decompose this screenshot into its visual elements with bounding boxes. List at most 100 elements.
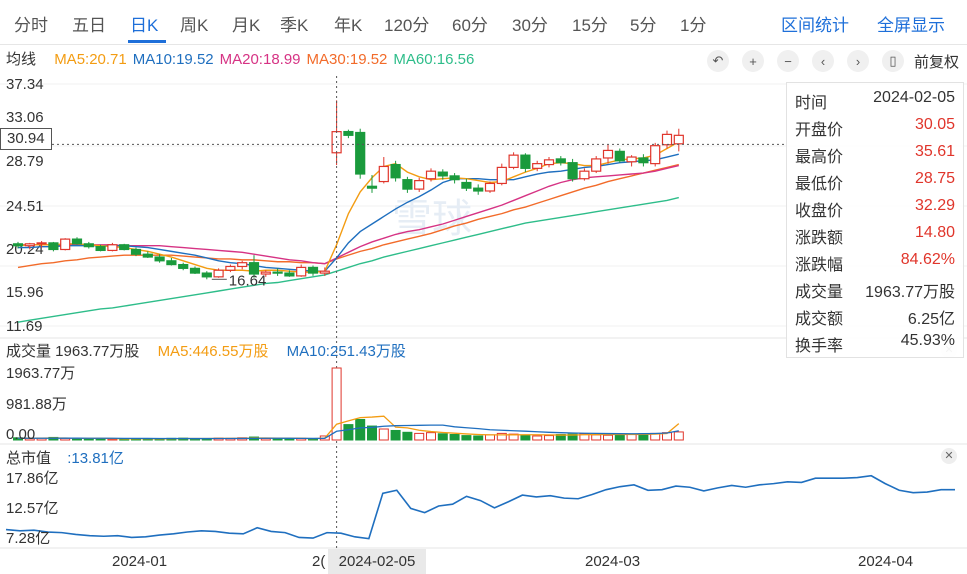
tooltip-value: 35.61 xyxy=(914,143,955,160)
tooltip-value: 14.80 xyxy=(914,224,955,241)
candle-body xyxy=(119,244,130,251)
tooltip-row: 换手率 45.93% xyxy=(795,332,955,358)
market-cap-value: :13.81亿 xyxy=(67,450,124,467)
tooltip-row: 涨跌额 14.80 xyxy=(795,224,955,250)
tab-9[interactable]: 30分 xyxy=(512,16,548,35)
volume-bar xyxy=(567,433,578,441)
ma-legend-item-1: MA10:19.52 xyxy=(132,51,214,68)
tooltip-value: 28.75 xyxy=(914,170,955,187)
undo-icon[interactable]: ↶ xyxy=(706,50,729,72)
candle-body xyxy=(520,154,531,169)
candle-body xyxy=(83,243,94,248)
market-cap-tick-label: 17.86亿 xyxy=(6,470,59,487)
volume-bar xyxy=(603,434,613,441)
tooltip-key: 最高价 xyxy=(795,149,844,166)
low-marker-label: 16.64 xyxy=(229,272,267,289)
candle-body xyxy=(319,270,330,274)
ma-legend-item-4: MA60:16.56 xyxy=(393,51,475,68)
tooltip-row: 涨跌幅 84.62% xyxy=(795,251,955,277)
volume-bar xyxy=(414,432,425,441)
zoom-out-icon[interactable]: − xyxy=(776,50,799,72)
tab-1[interactable]: 五日 xyxy=(72,16,106,35)
tab-2[interactable]: 日K xyxy=(130,16,159,35)
tab-3[interactable]: 周K xyxy=(180,16,209,35)
tooltip-row: 成交量 1963.77万股 xyxy=(795,278,955,304)
tab-0[interactable]: 分时 xyxy=(14,16,48,35)
tab-11[interactable]: 5分 xyxy=(630,16,657,35)
volume-ma10: MA10:251.43万股 xyxy=(286,343,406,360)
tooltip-key: 最低价 xyxy=(795,176,844,193)
candle-body xyxy=(343,130,354,136)
volume-bar xyxy=(367,425,377,441)
volume-bar xyxy=(355,418,366,441)
tab-10[interactable]: 15分 xyxy=(572,16,608,35)
volume-ma10-line xyxy=(18,424,679,440)
volume-bar xyxy=(532,435,543,441)
tab-12[interactable]: 1分 xyxy=(680,16,707,35)
volume-bar xyxy=(473,435,484,441)
header-divider xyxy=(0,44,967,45)
candle-body xyxy=(390,163,401,179)
prev-icon[interactable]: ‹ xyxy=(811,50,834,72)
volume-bar xyxy=(284,438,295,441)
ma-legend-item-0: MA5:20.71 xyxy=(54,51,127,68)
candle-body xyxy=(24,243,35,247)
candle-body xyxy=(661,133,673,146)
candle-body xyxy=(130,248,142,255)
candle-body xyxy=(532,163,543,169)
tab-4[interactable]: 月K xyxy=(232,16,261,35)
candle-body xyxy=(178,263,189,269)
tab-6[interactable]: 年K xyxy=(334,16,363,35)
candle-body xyxy=(543,159,555,166)
tooltip-row: 最高价 35.61 xyxy=(795,143,955,169)
candle-body xyxy=(154,256,165,262)
x-tick-2024-04: 2024-04 xyxy=(858,553,914,570)
tab-7[interactable]: 120分 xyxy=(384,16,430,35)
crosshair-price-label: 30.94 xyxy=(0,128,52,150)
next-icon[interactable]: › xyxy=(846,50,869,72)
market-cap-tick-label: 7.28亿 xyxy=(6,530,50,547)
volume-title: 成交量 1963.77万股 xyxy=(6,343,140,360)
tab-8[interactable]: 60分 xyxy=(452,16,488,35)
adjust-mode-label[interactable]: 前复权 xyxy=(913,53,959,71)
candle-body xyxy=(307,266,319,274)
tooltip-row: 收盘价 32.29 xyxy=(795,197,955,223)
candle-body xyxy=(402,179,413,190)
tooltip-value: 1963.77万股 xyxy=(865,284,955,301)
range-stats-button[interactable]: 区间统计 xyxy=(781,16,849,35)
candle-body xyxy=(95,246,106,252)
fullscreen-button[interactable]: 全屏显示 xyxy=(877,16,945,35)
x-tick-2024-01: 2024-01 xyxy=(112,553,168,570)
candle-body xyxy=(673,134,684,145)
ohlc-tooltip: 时间 2024-02-05 开盘价 30.05 最高价 35.61 最低价 28.75 收盘价 3… xyxy=(786,82,964,358)
price-tick-label: 15.96 xyxy=(6,284,44,301)
candle-body xyxy=(555,158,566,164)
candle-body xyxy=(48,242,59,251)
volume-bar xyxy=(520,434,531,441)
candle-body xyxy=(189,267,201,274)
battery-icon[interactable]: ▯ xyxy=(881,50,904,72)
tooltip-key: 成交量 xyxy=(795,284,844,301)
market-cap-title: 总市值 xyxy=(6,450,52,467)
volume-legend: 成交量 1963.77万股 MA5:446.55万股 MA10:251.43万股 xyxy=(6,340,420,361)
close-market-cap-icon[interactable]: ✕ xyxy=(941,448,957,464)
tooltip-row: 成交额 6.25亿 xyxy=(795,305,955,331)
x-tick-partial: 2( xyxy=(312,553,326,570)
volume-bar xyxy=(390,429,401,441)
candle-body xyxy=(626,156,637,163)
tab-5[interactable]: 季K xyxy=(280,16,309,35)
volume-bar xyxy=(378,428,389,441)
ma-legend-item-2: MA20:18.99 xyxy=(219,51,301,68)
candle-body xyxy=(508,154,519,169)
candle-body xyxy=(473,187,484,192)
candle-body xyxy=(166,260,177,266)
zoom-in-icon[interactable]: + xyxy=(741,50,764,72)
candle-body xyxy=(378,165,389,183)
period-tabs: 分时 五日 日K 周K 月K 季K 年K 120分 60分 30分 15分 5分 1分 区间统计 全屏显… xyxy=(0,0,967,44)
candle-body xyxy=(71,238,83,245)
tooltip-value: 6.25亿 xyxy=(907,311,955,328)
tooltip-key: 成交额 xyxy=(795,311,844,328)
volume-tick-label: 981.88万 xyxy=(6,396,67,413)
ma-legend: 均线 MA5:20.71 MA10:19.52 MA20:18.99 MA30:19.… xyxy=(6,48,486,69)
